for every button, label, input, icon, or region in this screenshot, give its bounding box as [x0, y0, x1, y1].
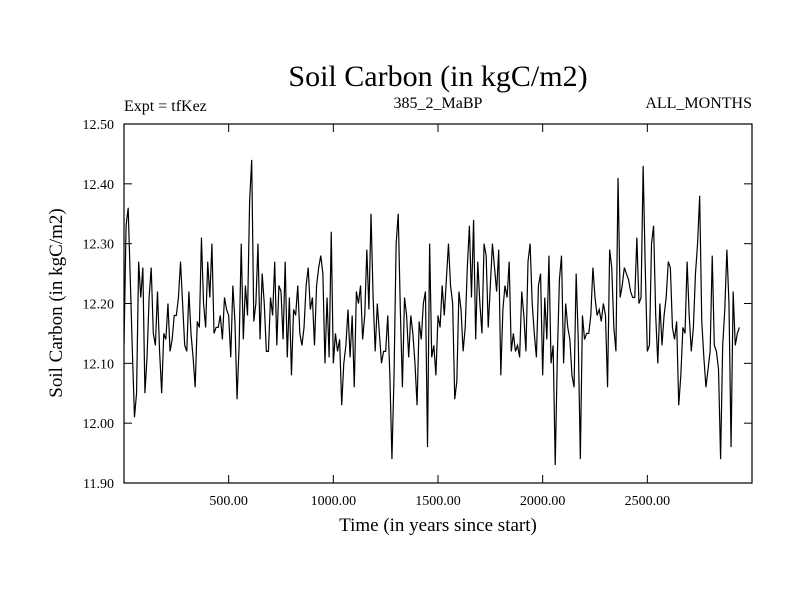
y-tick-label: 12.00	[83, 417, 115, 432]
y-tick-label: 12.20	[83, 298, 115, 313]
x-tick-label: 2500.00	[625, 494, 671, 509]
plot-frame	[123, 123, 753, 484]
experiment-label: Expt = tfKez	[124, 98, 207, 115]
months-label: ALL_MONTHS	[645, 95, 752, 112]
x-tick-label: 2000.00	[520, 494, 566, 509]
x-tick-label: 1500.00	[415, 494, 461, 509]
x-tick-label: 1000.00	[311, 494, 357, 509]
x-axis-label: Time (in years since start)	[339, 515, 537, 536]
y-tick-label: 12.10	[83, 357, 115, 372]
x-tick-label: 500.00	[209, 494, 248, 509]
y-tick-label: 12.30	[83, 238, 115, 253]
chart-title: Soil Carbon (in kgC/m2)	[288, 60, 587, 93]
y-axis-label: Soil Carbon (in kgC/m2)	[46, 208, 67, 397]
soil-carbon-series-line	[124, 159, 741, 466]
y-tick-label: 12.50	[83, 118, 115, 133]
plot-area	[123, 123, 753, 484]
y-tick-label: 12.40	[83, 178, 115, 193]
y-axis: 11.90 12.00 12.10 12.20 12.30 12.40 12.50	[83, 118, 752, 492]
x-axis: 500.00 1000.00 1500.00 2000.00 2500.00	[209, 124, 670, 509]
period-label: 385_2_MaBP	[394, 95, 483, 112]
y-tick-label: 11.90	[83, 477, 114, 492]
